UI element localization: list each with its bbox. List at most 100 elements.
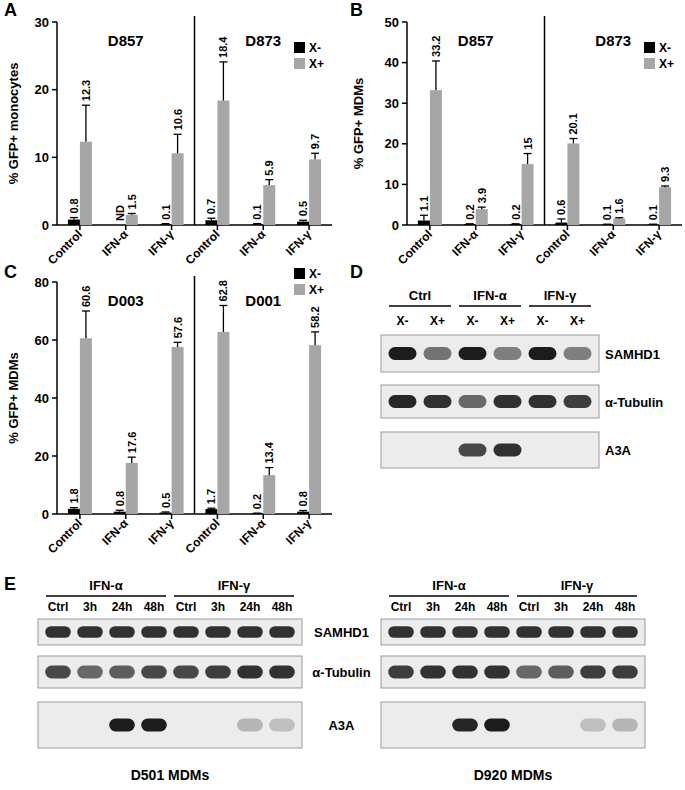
- error-bar: [311, 332, 319, 345]
- labels: D857ControlIFN-αIFN-γ0.8ND0.112.31.510.6…: [45, 32, 321, 267]
- x-tick-label: IFN-γ: [496, 227, 527, 258]
- error-bar: [116, 510, 124, 511]
- data-label: 0.5: [160, 493, 172, 508]
- data-label: 20.1: [567, 113, 579, 134]
- error-bar: [432, 61, 440, 90]
- lane-label: X-: [397, 314, 409, 328]
- x-tick-label: IFN-γ: [146, 516, 177, 547]
- error-cap: [299, 510, 307, 511]
- legend-label: X+: [659, 57, 674, 71]
- lane-label: 3h: [211, 600, 225, 614]
- data-label: 0.5: [297, 201, 309, 216]
- legend-swatch: [294, 268, 305, 279]
- group-title: D873: [245, 32, 281, 49]
- bar: [567, 143, 579, 225]
- band: [580, 666, 606, 679]
- lane-label: X+: [570, 314, 585, 328]
- data-label: 0.1: [251, 204, 263, 219]
- error-bar: [299, 511, 307, 512]
- error-bar: [174, 342, 182, 347]
- y-tick: [52, 157, 57, 159]
- blot-frame: [381, 656, 645, 688]
- bar: [555, 223, 567, 225]
- lane-label: X+: [430, 314, 445, 328]
- error-bar: [512, 223, 520, 224]
- error-cap: [311, 153, 319, 154]
- panel-letter: A: [4, 0, 17, 20]
- error-stem: [177, 134, 178, 153]
- panel: A0102030% GFP+ monocytesD857ControlIFN-α…: [4, 0, 332, 267]
- labels: D857ControlIFN-αIFN-γ1.10.20.233.23.915D…: [395, 32, 671, 267]
- y-tick: [402, 21, 407, 23]
- legend-swatch: [294, 58, 305, 69]
- band: [45, 666, 71, 679]
- x-tick: [263, 225, 265, 230]
- error-stem: [527, 154, 528, 165]
- band: [77, 626, 103, 638]
- band: [494, 444, 522, 457]
- error-bar: [219, 62, 227, 101]
- error-cap: [299, 220, 307, 221]
- band: [389, 395, 417, 408]
- band: [389, 347, 417, 360]
- x-tick-label: IFN-α: [587, 227, 619, 259]
- y-tick-label: 10: [35, 150, 49, 165]
- band: [141, 626, 167, 638]
- data-label: 58.2: [309, 306, 321, 327]
- row-label: A3A: [328, 718, 355, 733]
- panel: C020406080% GFP+ MDMsD003ControlIFN-αIFN…: [4, 262, 332, 556]
- error-cap: [661, 185, 669, 186]
- blot-frame: [381, 432, 599, 468]
- error-cap: [512, 223, 520, 224]
- error-cap: [557, 218, 565, 219]
- y-axis: [406, 22, 408, 225]
- error-bar: [207, 508, 215, 510]
- error-cap: [253, 223, 261, 224]
- blot-caption: D501 MDMs: [131, 767, 210, 783]
- band: [459, 395, 487, 408]
- row-label: α-Tubulin: [605, 395, 663, 410]
- x-tick: [308, 225, 310, 230]
- y-tick-label: 40: [385, 55, 399, 70]
- data-label: 0.8: [68, 198, 80, 213]
- blot-caption: D920 MDMs: [474, 767, 553, 783]
- error-bar: [82, 105, 90, 142]
- figure: A0102030% GFP+ monocytesD857ControlIFN-α…: [0, 0, 685, 790]
- y-tick: [402, 143, 407, 145]
- error-bar: [207, 218, 215, 220]
- lane-label: 48h: [144, 600, 165, 614]
- x-tick-label: IFN-α: [99, 227, 131, 259]
- y-tick-label: 80: [35, 275, 49, 290]
- band: [424, 347, 452, 360]
- band: [173, 666, 199, 679]
- legend-label: X-: [659, 41, 671, 55]
- x-tick: [217, 514, 219, 519]
- row-label: SAMHD1: [314, 625, 369, 640]
- bar: [205, 509, 217, 514]
- error-cap: [603, 224, 611, 225]
- error-bar: [299, 220, 307, 221]
- data-label: 18.4: [217, 36, 229, 58]
- y-tick: [52, 21, 57, 23]
- y-tick: [52, 513, 57, 515]
- blot-frame: [381, 335, 599, 372]
- error-cap: [174, 342, 182, 343]
- error-cap: [70, 507, 78, 508]
- y-tick-label: 0: [392, 218, 399, 233]
- error-stem: [85, 105, 86, 142]
- y-tick: [52, 455, 57, 457]
- lane-label: 3h: [83, 600, 97, 614]
- data-label: 0.1: [601, 205, 613, 220]
- y-tick: [402, 62, 407, 64]
- error-cap: [420, 215, 428, 216]
- data-label: 0.1: [647, 205, 659, 220]
- band: [237, 626, 263, 638]
- data-label: 0.8: [297, 491, 309, 506]
- bar: [172, 347, 184, 514]
- y-tick-label: 30: [35, 15, 49, 30]
- data-label: 5.9: [263, 160, 275, 175]
- blot-panel: DSAMHD1α-TubulinA3ACtrlX-X+IFN-αX-X+IFN-…: [350, 262, 663, 468]
- band: [452, 626, 478, 638]
- error-cap: [569, 138, 577, 139]
- error-stem: [85, 311, 86, 338]
